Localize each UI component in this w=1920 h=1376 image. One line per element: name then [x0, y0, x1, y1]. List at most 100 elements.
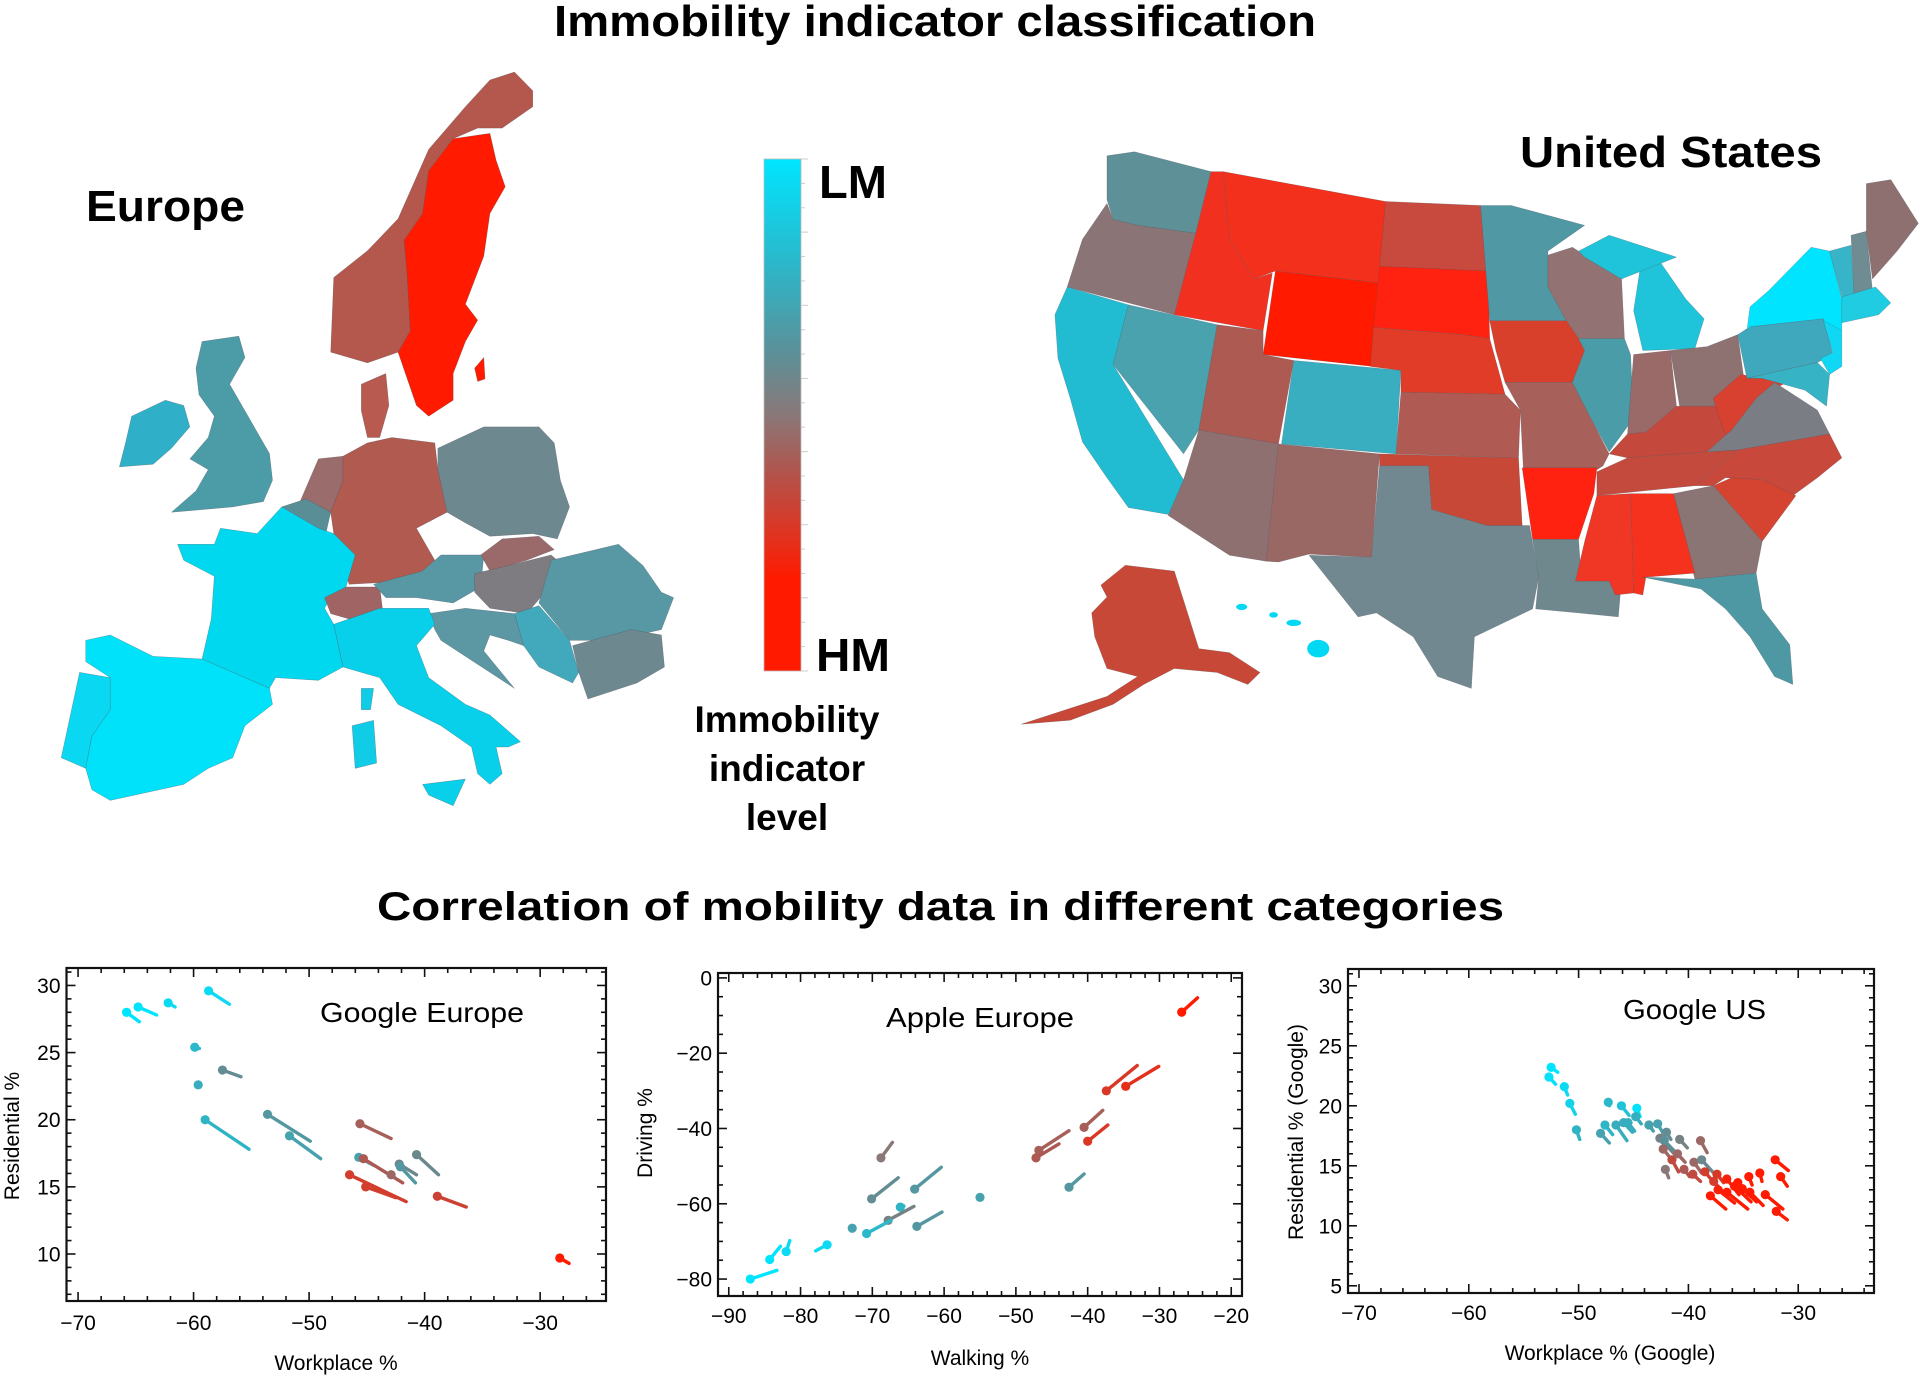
point-trail [864, 1218, 893, 1236]
region-maryland-delaware [1746, 362, 1830, 407]
data-point [975, 1192, 985, 1202]
data-point [1672, 1149, 1683, 1159]
data-point [1611, 1120, 1621, 1130]
data-point [1595, 1128, 1606, 1138]
x-tick-label: −50 [1561, 1302, 1597, 1325]
data-point [1565, 1098, 1575, 1108]
region-iowa [1489, 320, 1585, 383]
data-point [1653, 1119, 1663, 1129]
y-tick-label: 20 [1319, 1095, 1342, 1118]
data-point [876, 1153, 886, 1163]
data-point [1559, 1082, 1569, 1092]
region-hawaii [1286, 619, 1302, 627]
region-alaska [1021, 565, 1261, 725]
data-point [895, 1202, 905, 1212]
data-point [190, 1042, 200, 1052]
data-point [200, 1115, 210, 1125]
europe-label: Europe [86, 182, 245, 231]
region-north-carolina [1694, 433, 1843, 496]
data-point [861, 1228, 872, 1239]
data-point [1688, 1169, 1698, 1179]
us-label: United States [1520, 128, 1822, 177]
colorbar-ticks [801, 158, 808, 672]
region-hawaii [1307, 639, 1330, 658]
point-trail [364, 1185, 398, 1200]
data-point [1659, 1136, 1669, 1146]
x-tick-label: −20 [1213, 1305, 1249, 1328]
plot-frame [1346, 967, 1876, 1295]
plot-frame [65, 966, 608, 1303]
data-point [1729, 1181, 1740, 1191]
data-point [1661, 1127, 1672, 1137]
y-tick-label: 25 [1319, 1035, 1342, 1058]
data-point [1546, 1062, 1556, 1072]
region-corsica [361, 688, 374, 710]
point-trail [748, 1268, 779, 1281]
y-tick-label: 10 [37, 1244, 60, 1267]
region-united-kingdom [170, 335, 273, 513]
data-point [1679, 1164, 1689, 1174]
data-point [361, 1182, 371, 1192]
data-point [1631, 1112, 1641, 1122]
data-point [411, 1150, 422, 1160]
x-tick-label: −70 [60, 1312, 96, 1335]
data-point [1623, 1118, 1633, 1128]
region-maine [1866, 179, 1919, 280]
data-point [193, 1080, 203, 1090]
data-point [1660, 1164, 1670, 1174]
y-tick-label: 10 [1319, 1215, 1342, 1238]
point-trail [435, 1194, 468, 1209]
plot-google-europe: −70 −60 −50 −40 −30 10 15 20 25 30 Google Europe Wo… [1, 966, 608, 1375]
region-romania [538, 544, 674, 641]
data-point [262, 1109, 273, 1119]
point-trail [1037, 1129, 1071, 1153]
data-point [1544, 1072, 1554, 1082]
data-point [1616, 1101, 1627, 1111]
data-point [284, 1131, 295, 1141]
region-sardinia [351, 720, 377, 769]
region-texas [1308, 465, 1539, 689]
data-point [1755, 1168, 1765, 1178]
colorbar-caption-line-2: indicator [709, 748, 865, 789]
colorbar-caption-line-1: Immobility [694, 699, 879, 740]
data-point [344, 1170, 355, 1180]
x-tick-label: −40 [1671, 1302, 1707, 1325]
data-point [1744, 1172, 1754, 1182]
data-point [386, 1170, 396, 1180]
colorbar-top-label: LM [819, 156, 887, 208]
figure-title: Immobility indicator classification [554, 0, 1316, 46]
y-tick-label: 30 [37, 975, 60, 998]
data-point [1709, 1176, 1719, 1186]
europe-map [60, 71, 674, 807]
data-point [1079, 1122, 1089, 1132]
point-trail [915, 1210, 944, 1229]
x-tick-label: −40 [407, 1312, 443, 1335]
data-point [765, 1254, 775, 1265]
region-denmark [361, 373, 390, 438]
region-colorado [1281, 360, 1402, 455]
data-point [1121, 1081, 1131, 1091]
x-tick-label: −50 [998, 1305, 1034, 1328]
region-hawaii [1269, 612, 1278, 618]
data-point [1695, 1136, 1706, 1146]
data-point [1705, 1191, 1715, 1201]
point-trail [886, 1204, 916, 1223]
x-tick-label: −50 [291, 1312, 327, 1335]
point-trail [1124, 1064, 1161, 1089]
y-tick-label: 0 [700, 967, 712, 990]
point-trail [203, 1118, 251, 1151]
y-tick-label: −20 [676, 1043, 712, 1066]
region-gotland [474, 356, 486, 382]
data-point [1770, 1155, 1780, 1165]
data-point [1600, 1120, 1610, 1130]
region-sicily [422, 778, 466, 807]
region-wyoming [1262, 270, 1380, 367]
point-trail [287, 1134, 323, 1161]
data-point [1064, 1182, 1074, 1192]
region-new-mexico [1265, 443, 1380, 563]
region-southern-new-england [1841, 286, 1892, 323]
data-point [133, 1002, 143, 1012]
x-tick-label: −40 [1070, 1305, 1106, 1328]
data-point [1700, 1167, 1710, 1177]
point-trail [361, 1156, 405, 1185]
